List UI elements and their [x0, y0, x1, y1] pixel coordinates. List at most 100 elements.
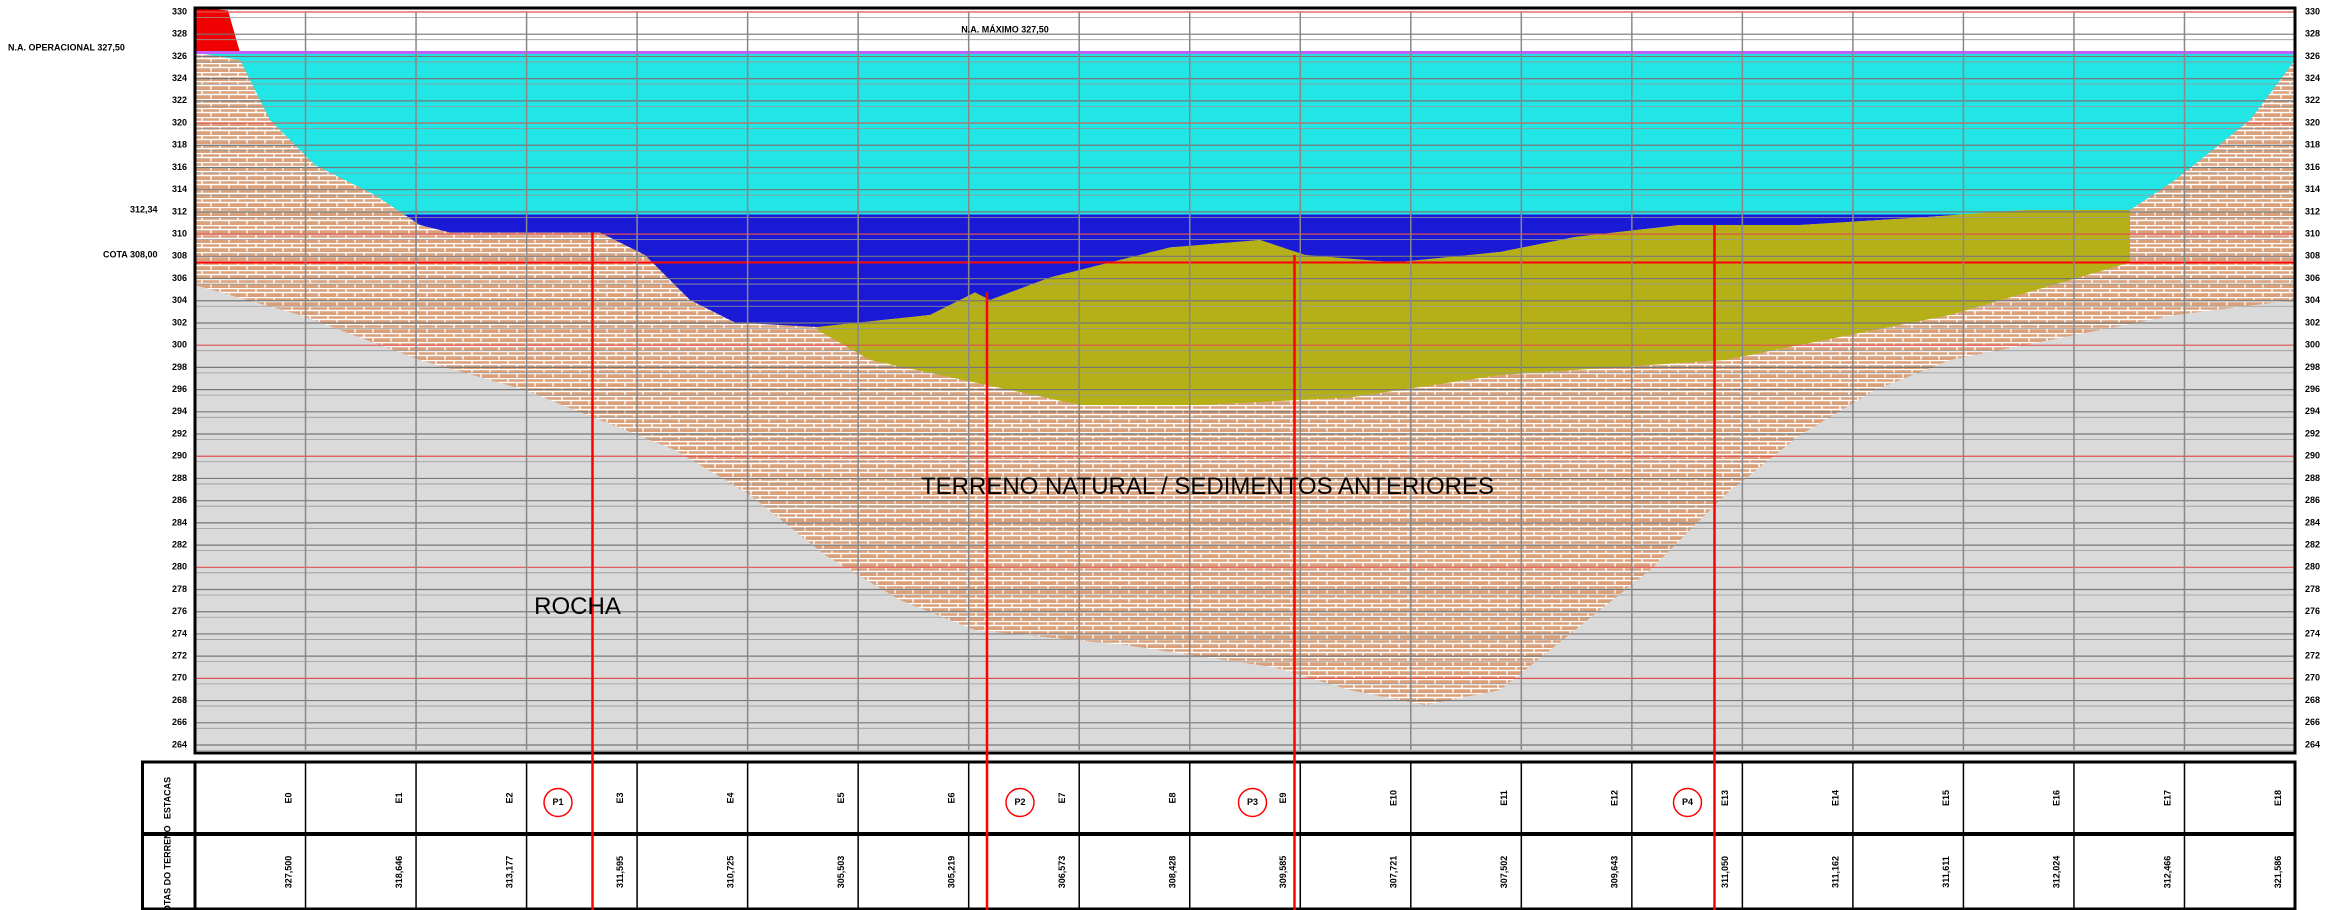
- elevation-label: 272: [2305, 651, 2320, 661]
- profile-label: P3: [1247, 797, 1258, 807]
- profile-label: P4: [1682, 797, 1693, 807]
- ground-level: 305,503: [836, 856, 846, 889]
- elevation-label: 304: [2305, 295, 2320, 305]
- max-level-mark: [195, 8, 240, 53]
- elevation-label: 328: [2305, 29, 2320, 39]
- elevation-label: 326: [2305, 51, 2320, 61]
- ground-level: 318,646: [394, 856, 404, 889]
- elevation-label: 296: [2305, 384, 2320, 394]
- elevation-label: 296: [172, 384, 187, 394]
- ground-level: 311,611: [1941, 856, 1951, 888]
- ground-level: 313,177: [504, 856, 514, 889]
- table-header: COTAS DO TERRENO: [162, 825, 172, 910]
- station-label: E17: [2162, 790, 2172, 806]
- elevation-label: 286: [2305, 495, 2320, 505]
- station-label: E7: [1057, 792, 1067, 803]
- elevation-label: 290: [2305, 451, 2320, 461]
- elevation-label: 318: [2305, 140, 2320, 150]
- elevation-label: 330: [172, 6, 187, 16]
- elevation-label: 302: [2305, 317, 2320, 327]
- elevation-label: 268: [2305, 695, 2320, 705]
- max-level-label: N.A. MÁXIMO 327,50: [961, 24, 1049, 34]
- elevation-label: 270: [2305, 673, 2320, 683]
- station-label: E9: [1278, 792, 1288, 803]
- ground-level: 308,428: [1168, 856, 1178, 889]
- ground-level: 307,721: [1389, 856, 1399, 889]
- elevation-label: 322: [2305, 95, 2320, 105]
- elevation-label: 306: [2305, 273, 2320, 283]
- elevation-label: 270: [172, 673, 187, 683]
- ground-level: 321,586: [2273, 856, 2283, 889]
- elevation-label: 312: [172, 206, 187, 216]
- elevation-label: 294: [172, 406, 187, 416]
- elevation-label: 294: [2305, 406, 2320, 416]
- ground-level: 307,502: [1499, 856, 1509, 889]
- station-label: E2: [504, 792, 514, 803]
- elevation-label: 308: [172, 251, 187, 261]
- ground-level: 310,725: [725, 856, 735, 889]
- elevation-label: 288: [2305, 473, 2320, 483]
- elevation-label: 306: [172, 273, 187, 283]
- elevation-label: 330: [2305, 6, 2320, 16]
- elevation-label: 286: [172, 495, 187, 505]
- ground-level: 311,050: [1720, 856, 1730, 888]
- station-label: E18: [2273, 790, 2283, 806]
- elevation-label: 320: [172, 117, 187, 127]
- elevation-label: 284: [2305, 517, 2320, 527]
- station-label: E13: [1720, 790, 1730, 806]
- elevation-label: 274: [172, 628, 187, 638]
- station-label: E6: [946, 792, 956, 803]
- station-label: E15: [1941, 790, 1951, 806]
- elevation-label: 298: [172, 362, 187, 372]
- station-label: E8: [1168, 792, 1178, 803]
- station-label: E11: [1499, 790, 1509, 806]
- elevation-label: 282: [172, 539, 187, 549]
- station-label: E4: [725, 792, 735, 803]
- elevation-label: 322: [172, 95, 187, 105]
- ground-level: 305,219: [946, 856, 956, 889]
- ground-level: 311,162: [1831, 856, 1841, 888]
- elevation-label: 288: [172, 473, 187, 483]
- elevation-label: 280: [172, 562, 187, 572]
- elevation-label: 320: [2305, 117, 2320, 127]
- elevation-label: 278: [172, 584, 187, 594]
- station-label: E3: [615, 792, 625, 803]
- ground-level: 312,466: [2162, 856, 2172, 889]
- station-label: E14: [1831, 790, 1841, 806]
- profile-label: P2: [1014, 797, 1025, 807]
- ground-level: 312,024: [2052, 856, 2062, 889]
- elevation-label: 316: [2305, 162, 2320, 172]
- station-label: E5: [836, 792, 846, 803]
- elevation-label: 314: [2305, 184, 2320, 194]
- elevation-label: 308: [2305, 251, 2320, 261]
- elevation-label: 290: [172, 451, 187, 461]
- ground-level: 309,585: [1278, 856, 1288, 889]
- operational-label: N.A. OPERACIONAL 327,50: [8, 42, 125, 52]
- elevation-label: 326: [172, 51, 187, 61]
- elevation-label: 276: [172, 606, 187, 616]
- cross-section: 3303303283283263263243243223223203203183…: [0, 0, 2349, 910]
- elevation-label: 304: [172, 295, 187, 305]
- station-label: E1: [394, 792, 404, 803]
- elevation-label: 268: [172, 695, 187, 705]
- elevation-label: 310: [2305, 228, 2320, 238]
- elevation-label: 328: [172, 29, 187, 39]
- elevation-label: 280: [2305, 562, 2320, 572]
- cota-label: COTA 308,00: [103, 249, 158, 259]
- elevation-label: 278: [2305, 584, 2320, 594]
- ground-level: 309,643: [1610, 856, 1620, 889]
- station-label: E10: [1389, 790, 1399, 806]
- elevation-label: 302: [172, 317, 187, 327]
- elevation-label: 264: [2305, 739, 2320, 749]
- elevation-label: 314: [172, 184, 187, 194]
- table-header: ESTACAS: [162, 777, 172, 819]
- elevation-label: 316: [172, 162, 187, 172]
- elevation-label: 300: [172, 340, 187, 350]
- elevation-label: 266: [172, 717, 187, 727]
- elevation-label: 310: [172, 228, 187, 238]
- terrain-label: TERRENO NATURAL / SEDIMENTOS ANTERIORES: [921, 473, 1494, 500]
- elevation-label: 300: [2305, 340, 2320, 350]
- elevation-label: 318: [172, 140, 187, 150]
- ground-level: 327,500: [283, 856, 293, 889]
- level-label: 312,34: [130, 204, 158, 214]
